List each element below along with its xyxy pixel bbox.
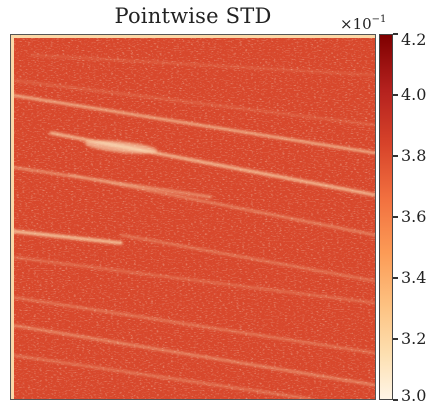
chart-title: Pointwise STD	[114, 4, 272, 28]
heatmap-image	[10, 34, 376, 400]
heatmap-streak	[11, 354, 312, 399]
heatmap-streak	[70, 174, 375, 236]
colorbar-tick-mark	[393, 155, 398, 157]
colorbar-tick-label: 4.0	[401, 85, 427, 104]
heatmap-left-edge	[11, 35, 14, 399]
colorbar-tick-label: 3.0	[401, 386, 427, 405]
colorbar-tick-mark	[393, 94, 398, 96]
colorbar-tick-label: 4.2	[401, 30, 427, 49]
heatmap-bright-patch	[84, 140, 158, 154]
colorbar-tick-mark	[393, 338, 398, 340]
heatmap-streak	[11, 93, 375, 155]
colorbar-tick-mark	[393, 277, 398, 279]
heatmap-top-edge	[11, 35, 375, 38]
colorbar-tick-label: 3.2	[401, 329, 427, 348]
heatmap-svg	[11, 35, 375, 399]
heatmap-streak	[11, 229, 123, 245]
heatmap-streak	[120, 234, 375, 282]
heatmap-streak	[30, 54, 375, 76]
multiplier-exponent: −1	[371, 14, 387, 25]
multiplier-base: ×10	[340, 15, 372, 33]
heatmap-streak	[11, 79, 375, 126]
colorbar-tick-mark	[393, 33, 398, 35]
colorbar-multiplier: ×10−1	[340, 14, 386, 33]
colorbar-ticks: 3.0 3.2 3.4 3.6 3.8 4.0 4.2	[393, 30, 446, 405]
colorbar-tick-mark	[393, 216, 398, 218]
heatmap-streaks	[11, 54, 375, 399]
colorbar	[379, 34, 393, 400]
heatmap-streak	[11, 324, 375, 386]
heatmap-streak	[11, 256, 375, 304]
heatmap-light-noise	[11, 35, 375, 399]
colorbar-tick-label: 3.4	[401, 268, 427, 287]
colorbar-tick-mark	[393, 399, 398, 401]
colorbar-tick-label: 3.8	[401, 146, 427, 165]
colorbar-tick-label: 3.6	[401, 207, 427, 226]
heatmap-streak	[11, 296, 375, 354]
